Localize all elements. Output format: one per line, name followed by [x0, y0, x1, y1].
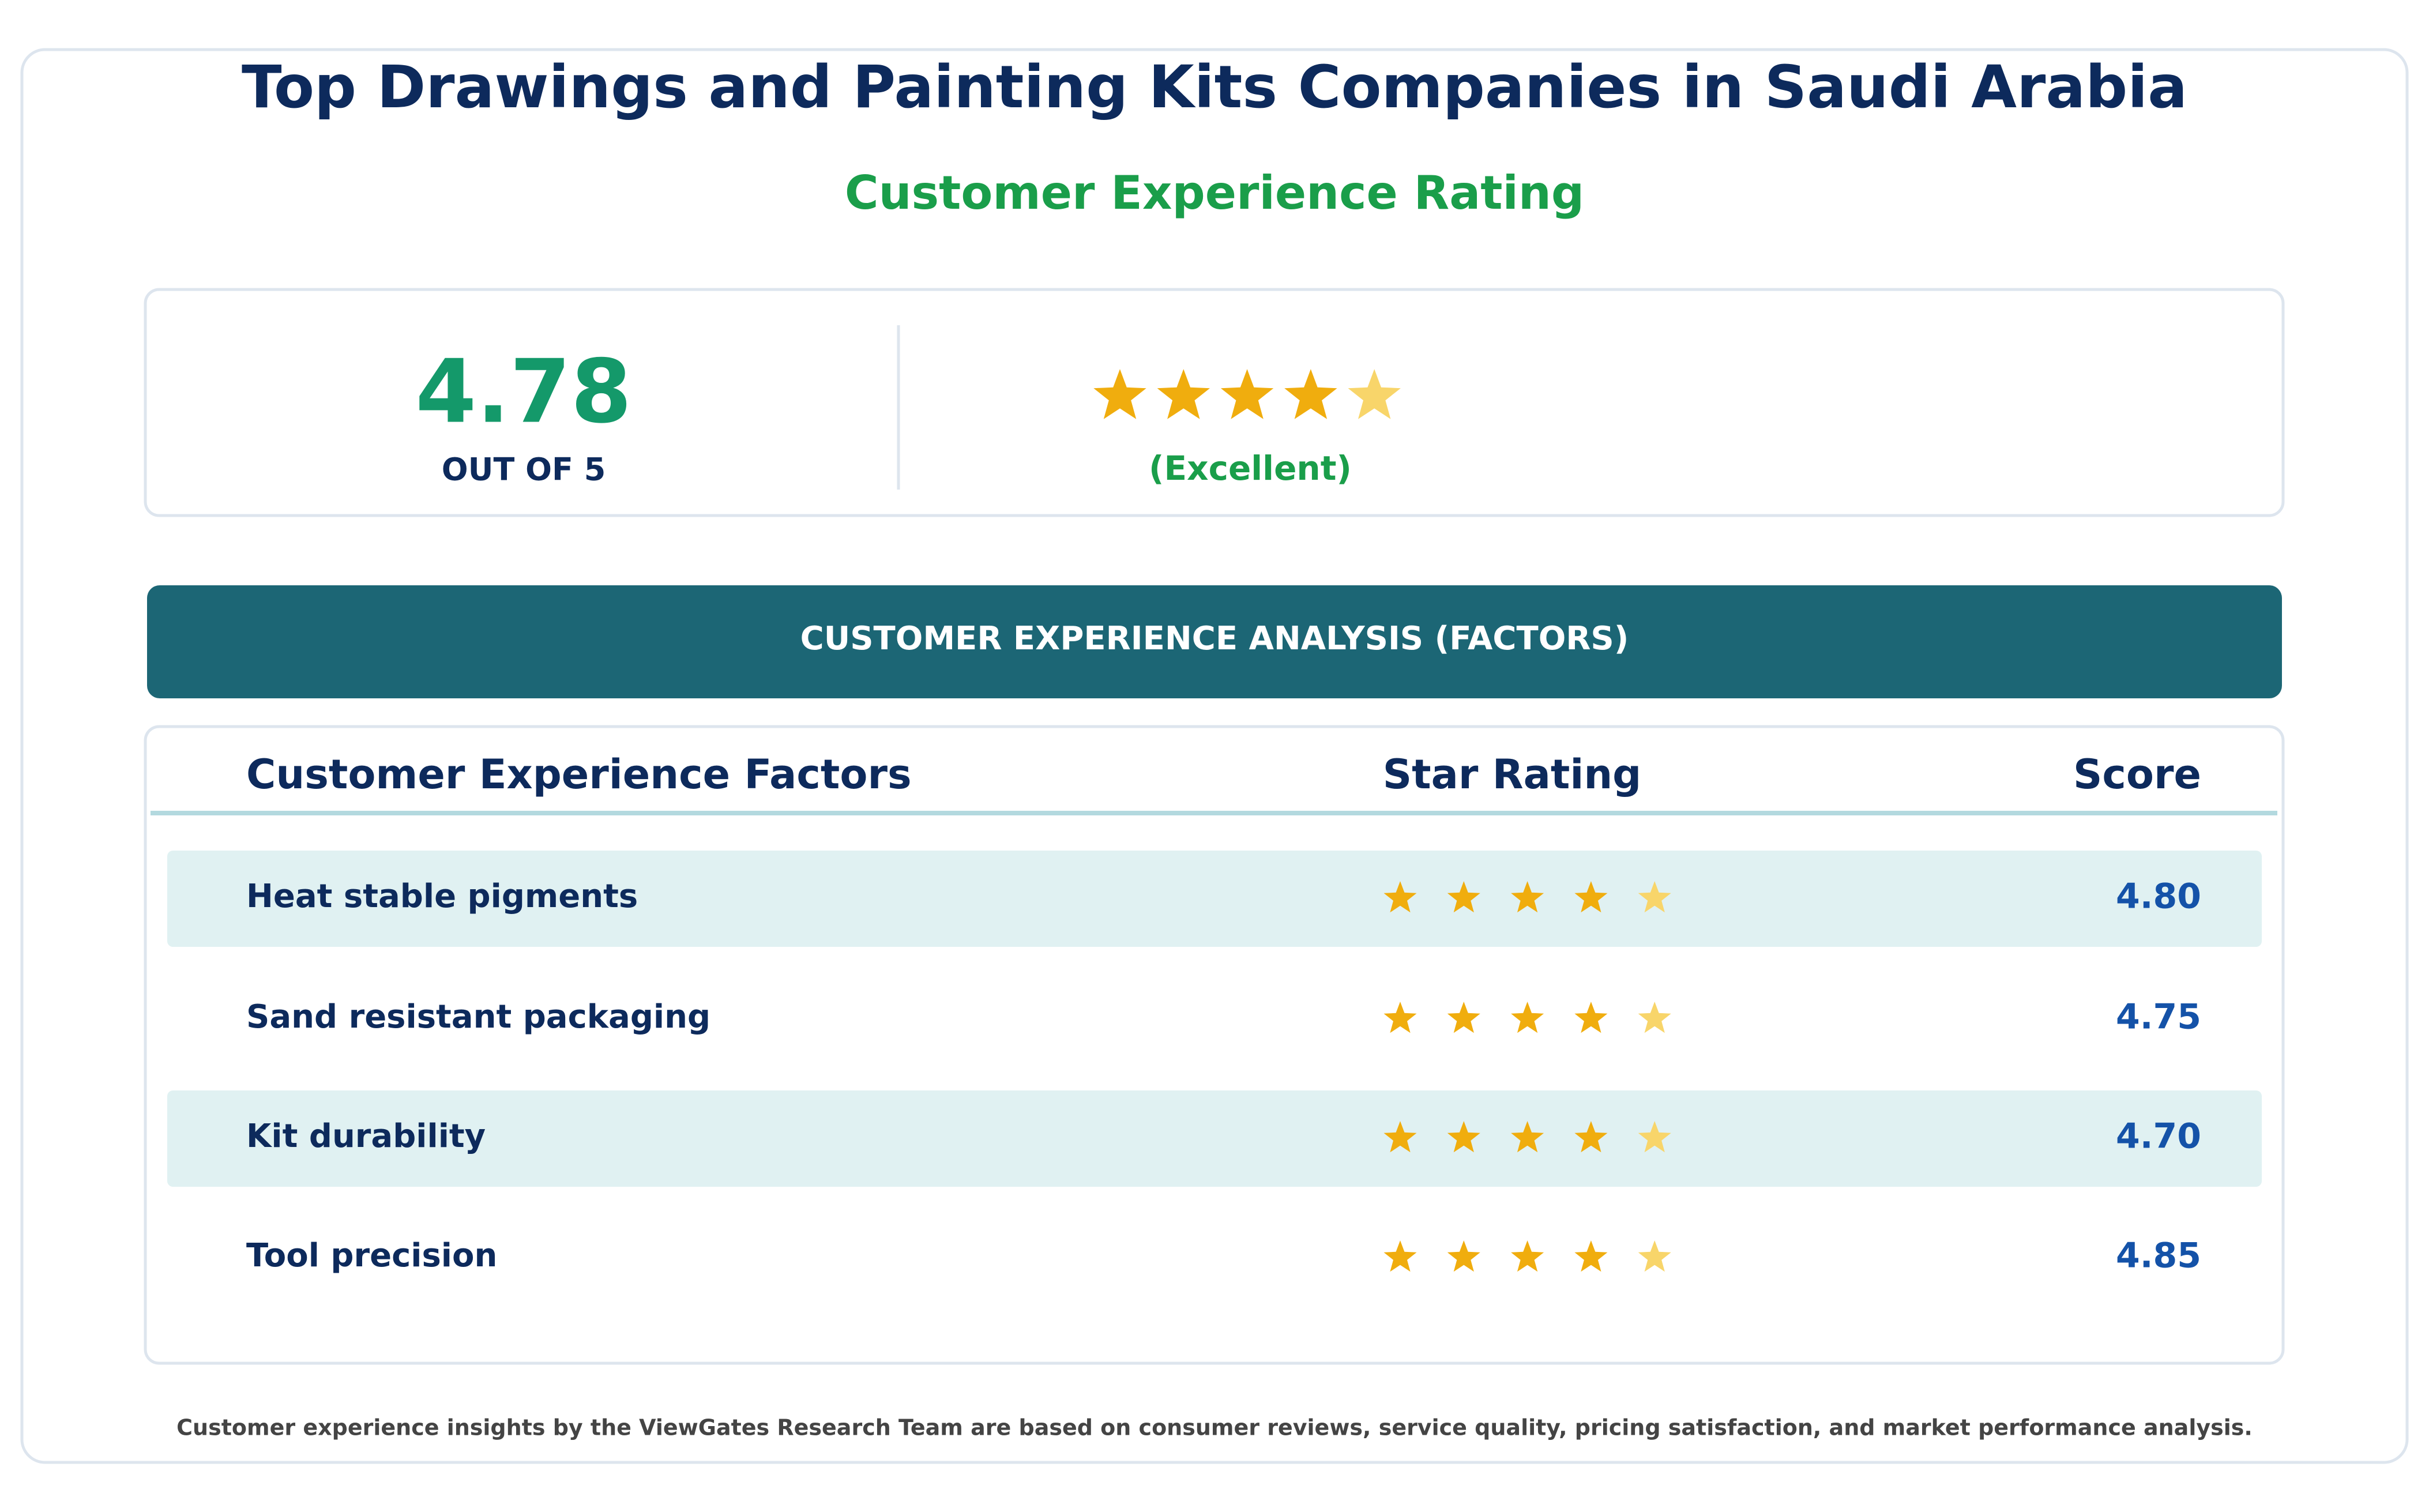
star: [1638, 881, 1671, 913]
star: [1383, 1121, 1417, 1153]
overall-label: OUT OF 5: [442, 452, 606, 488]
star: [1574, 1240, 1608, 1272]
banner: [147, 585, 2282, 698]
factor: Heat stable pigments: [246, 878, 638, 915]
star: [1284, 369, 1337, 419]
star: [1574, 1121, 1608, 1153]
star: [1447, 881, 1480, 913]
footer: Customer experience insights by the View…: [176, 1415, 2253, 1440]
column-header: Score: [2073, 751, 2201, 798]
star: [1638, 1002, 1671, 1033]
factor: Tool precision: [246, 1237, 497, 1274]
row-band: [167, 851, 2262, 947]
column-header: Customer Experience Factors: [246, 751, 912, 798]
score: 4.80: [2116, 877, 2201, 917]
column-header: Star Rating: [1383, 751, 1642, 798]
banner-text: CUSTOMER EXPERIENCE ANALYSIS (FACTORS): [800, 620, 1629, 657]
star: [1447, 1002, 1480, 1033]
row-band: [167, 1090, 2262, 1187]
subtitle: Customer Experience Rating: [845, 166, 1584, 220]
star: [1383, 881, 1417, 913]
star: [1383, 1240, 1417, 1272]
score: 4.70: [2116, 1116, 2201, 1157]
star-rating: [1093, 369, 1401, 419]
star: [1157, 369, 1210, 419]
table-rows: Heat stable pigments 4.80 Sand resistant p…: [167, 851, 2262, 1276]
title: Top Drawings and Painting Kits Companies…: [242, 53, 2187, 122]
star: [1638, 1240, 1671, 1272]
score: 4.75: [2116, 997, 2201, 1037]
star-rating: [1383, 1121, 1671, 1153]
star: [1511, 1121, 1544, 1153]
star-rating: [1383, 1002, 1671, 1033]
star: [1574, 881, 1608, 913]
star: [1383, 1002, 1417, 1033]
star: [1220, 369, 1274, 419]
summary-box: [144, 288, 2285, 517]
factor: Sand resistant packaging: [246, 998, 710, 1036]
star: [1093, 369, 1146, 419]
star-rating: [1383, 1240, 1671, 1272]
star: [1638, 1121, 1671, 1153]
star-rating: [1383, 881, 1671, 913]
score: 4.85: [2116, 1236, 2201, 1276]
overall-score: 4.78: [415, 341, 631, 443]
star: [1511, 1240, 1544, 1272]
star: [1511, 1002, 1544, 1033]
star: [1574, 1002, 1608, 1033]
star: [1447, 1121, 1480, 1153]
star: [1511, 881, 1544, 913]
verdict: (Excellent): [1149, 449, 1352, 488]
star: [1348, 369, 1401, 419]
star: [1447, 1240, 1480, 1272]
factor: Kit durability: [246, 1118, 486, 1155]
